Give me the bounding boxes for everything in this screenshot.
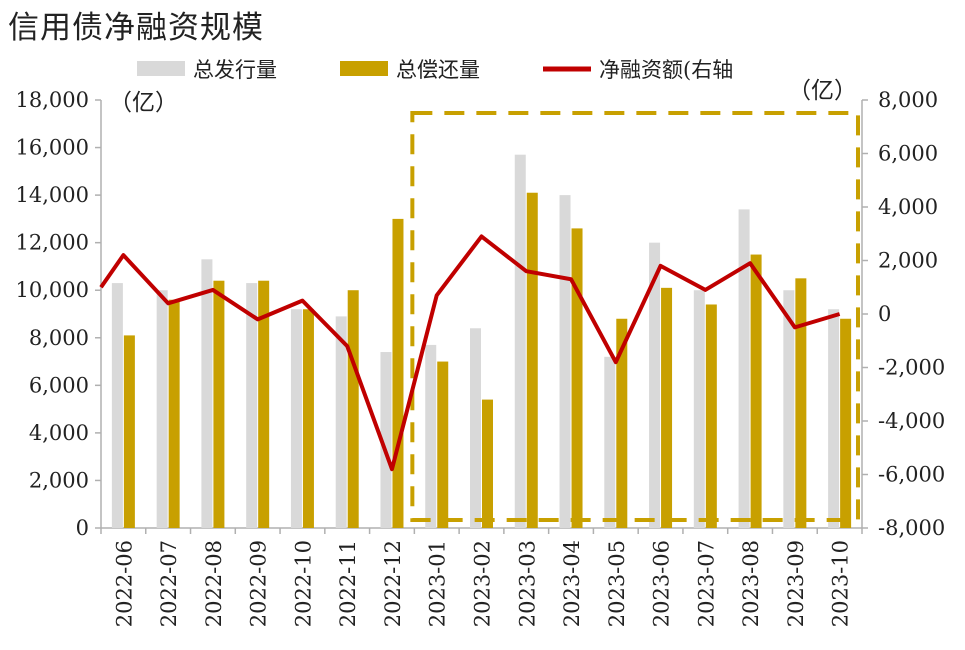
- bar-total-repayment: [571, 228, 583, 528]
- x-tick-label: 2022-10: [291, 540, 315, 627]
- x-axis-labels: 2022-06 2022-07 2022-08 2022-09 2022-10 2022-…: [112, 540, 852, 627]
- bar-total-repayment: [258, 280, 270, 528]
- x-tick-label: 2022-06: [112, 540, 136, 627]
- x-tick-label: 2023-02: [471, 540, 495, 627]
- right-tick-label: 4,000: [878, 195, 938, 219]
- line-net-financing: [99, 234, 841, 472]
- x-tick-label: 2022-12: [381, 540, 405, 627]
- bar-total-issuance: [156, 290, 168, 528]
- bar-total-issuance: [335, 316, 347, 528]
- x-tick-label: 2023-03: [515, 540, 539, 627]
- x-tick-label: 2023-09: [784, 540, 808, 627]
- right-tick-label: -4,000: [878, 409, 945, 433]
- legend-label: 总偿还量: [396, 58, 480, 82]
- highlight-dashed-box: [410, 111, 860, 522]
- right-axis-unit: （亿）: [788, 78, 857, 104]
- right-tick-label: 2,000: [878, 249, 938, 273]
- x-tick-label: 2023-10: [829, 540, 853, 627]
- x-tick-label: 2022-08: [202, 540, 226, 627]
- left-axis-unit: （亿）: [109, 90, 178, 116]
- bar-total-repayment: [347, 290, 359, 528]
- x-tick-label: 2023-05: [605, 540, 629, 627]
- left-tick-label: 14,000: [16, 183, 89, 207]
- bar-total-repayment: [840, 318, 852, 528]
- right-tick-label: -2,000: [878, 356, 945, 380]
- net-financing-line: [99, 234, 841, 472]
- right-tick-label: 6,000: [878, 142, 938, 166]
- bar-total-issuance: [290, 309, 302, 528]
- bar-total-repayment: [705, 304, 717, 528]
- legend-swatch: [137, 61, 185, 76]
- bar-total-issuance: [828, 309, 840, 528]
- bar-total-repayment: [437, 361, 449, 528]
- legend-swatch: [340, 61, 388, 76]
- left-tick-label: 6,000: [29, 373, 89, 397]
- right-tick-label: -6,000: [878, 463, 945, 487]
- legend-label: 总发行量: [193, 58, 277, 82]
- bar-total-issuance: [380, 352, 392, 528]
- bar-total-repayment: [795, 278, 807, 528]
- chart-title: 信用债净融资规模: [8, 10, 264, 46]
- x-tick-label: 2022-07: [157, 540, 181, 627]
- bar-total-issuance: [559, 195, 571, 528]
- bar-total-repayment: [482, 399, 493, 528]
- bar-total-issuance: [111, 283, 123, 528]
- bar-total-issuance: [201, 259, 213, 528]
- bars: [111, 154, 852, 529]
- right-tick-label: 0: [878, 302, 891, 326]
- bar-total-issuance: [738, 209, 750, 528]
- x-tick-label: 2023-07: [694, 540, 718, 627]
- bar-total-repayment: [392, 218, 404, 528]
- bar-total-repayment: [213, 280, 225, 528]
- bar-total-repayment: [526, 192, 538, 528]
- bar-total-repayment: [661, 287, 673, 528]
- bar-total-repayment: [123, 335, 135, 528]
- x-tick-label: 2023-04: [560, 540, 584, 627]
- bar-total-repayment: [168, 299, 180, 528]
- left-tick-label: 12,000: [16, 231, 89, 255]
- left-tick-label: 2,000: [29, 468, 89, 492]
- legend: 总发行量 总偿还量 净融资额(右轴: [137, 58, 733, 82]
- axes: 0 2,000 4,000 6,000 8,000 10,000 12,000 14,000 1…: [16, 78, 946, 540]
- x-tick-label: 2023-08: [739, 540, 763, 627]
- x-tick-label: 2022-09: [247, 540, 271, 627]
- bar-total-issuance: [514, 154, 526, 528]
- bar-total-issuance: [693, 290, 705, 528]
- left-tick-label: 10,000: [16, 278, 89, 302]
- bar-total-issuance: [246, 283, 258, 528]
- legend-label: 净融资额(右轴: [599, 58, 733, 82]
- left-tick-label: 4,000: [29, 421, 89, 445]
- x-tick-label: 2023-01: [426, 540, 450, 627]
- bar-total-issuance: [783, 290, 795, 528]
- bar-total-issuance: [425, 344, 437, 528]
- highlight-box: [410, 111, 860, 522]
- left-tick-label: 8,000: [29, 326, 89, 350]
- left-tick-label: 0: [76, 516, 89, 540]
- x-tick-label: 2022-11: [336, 540, 360, 627]
- bar-total-issuance: [649, 242, 661, 528]
- bar-total-issuance: [470, 328, 481, 528]
- right-tick-label: -8,000: [878, 516, 945, 540]
- left-tick-label: 16,000: [16, 136, 89, 160]
- right-tick-label: 8,000: [878, 88, 938, 112]
- bar-total-repayment: [302, 309, 314, 528]
- bar-total-repayment: [750, 254, 762, 529]
- bar-total-issuance: [604, 356, 616, 528]
- x-tick-label: 2023-06: [650, 540, 674, 627]
- left-tick-label: 18,000: [16, 88, 89, 112]
- bar-total-repayment: [616, 318, 628, 528]
